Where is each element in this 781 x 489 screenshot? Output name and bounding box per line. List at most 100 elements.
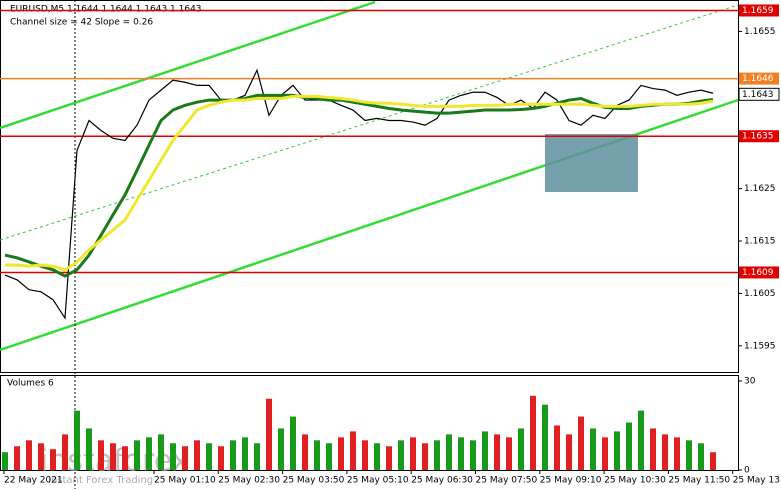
volume-bar (446, 434, 452, 470)
volume-bar (710, 452, 716, 470)
volume-bar (146, 437, 152, 470)
x-tick-label: 25 May 01:10 (154, 476, 216, 486)
volume-bar (2, 452, 8, 470)
volume-bar (554, 425, 560, 470)
volume-bar (350, 431, 356, 470)
volume-bar (206, 443, 212, 470)
volume-bar (638, 410, 644, 470)
volume-bar (374, 443, 380, 470)
level-box (739, 72, 779, 85)
chart-title: EURUSD,M5 1.1644 1.1644 1.1643 1.1643 (10, 5, 202, 15)
volume-bar (494, 434, 500, 470)
volume-bar (170, 443, 176, 470)
volume-bar (530, 395, 536, 470)
level-label: 1.1609 (742, 268, 774, 278)
x-tick-label: 25 May 10:30 (604, 476, 666, 486)
volume-bar (650, 428, 656, 470)
volume-bar (386, 446, 392, 470)
volume-bar (398, 440, 404, 470)
volume-bar (566, 434, 572, 470)
level-label: 1.1646 (742, 74, 774, 84)
moving-average (4, 93, 714, 278)
y-tick-label: 1.1655 (744, 27, 776, 37)
x-tick-label: 25 May 07:50 (476, 476, 538, 486)
y-tick-label: 1.1605 (744, 289, 776, 299)
volume-bar (686, 440, 692, 470)
subtitle: Channel size = 42 Slope = 0.26 (10, 18, 153, 28)
price-line (4, 68, 714, 320)
x-tick-label: 25 May 06:30 (411, 476, 473, 486)
highlight-zone (545, 134, 638, 192)
volume-bar (290, 416, 296, 470)
volume-bar (506, 437, 512, 470)
y-tick-label: 1.1625 (744, 184, 776, 194)
volume-bar (422, 443, 428, 470)
volume-bar (182, 446, 188, 470)
volume-bar (26, 440, 32, 470)
level-box (739, 4, 779, 17)
volume-bar (98, 440, 104, 470)
volume-bar (242, 437, 248, 470)
volume-bar (86, 428, 92, 470)
volume-bar (158, 434, 164, 470)
volume-bar (74, 410, 80, 470)
volume-bar (602, 437, 608, 470)
volume-bar (410, 437, 416, 470)
level-label: 1.1659 (742, 6, 774, 16)
volume-bar (326, 443, 332, 470)
y-tick-label: 30 (744, 376, 756, 386)
channel-upper (0, 0, 376, 130)
volume-bar (38, 443, 44, 470)
volume-bar (482, 431, 488, 470)
volume-bar (614, 431, 620, 470)
volume-bar (278, 428, 284, 470)
volume-bar (314, 440, 320, 470)
x-tick-label: 22 May 2021 (4, 476, 63, 486)
volume-bar (302, 434, 308, 470)
volume-bar (518, 428, 524, 470)
x-tick-label: 25 May 05:10 (347, 476, 409, 486)
volume-bar (110, 443, 116, 470)
volume-bar (590, 428, 596, 470)
x-tick-label: 25 May 03:50 (283, 476, 345, 486)
y-tick-label: 1.1595 (744, 341, 776, 351)
volume-bar (542, 404, 548, 470)
level-label: 1.1635 (742, 132, 774, 142)
volume-bar (134, 440, 140, 470)
volume-bar (434, 440, 440, 470)
volume-bar (578, 416, 584, 470)
volume-frame (0, 375, 739, 471)
volume-bar (470, 440, 476, 470)
current-box (738, 87, 780, 101)
volume-bar (362, 440, 368, 470)
volume-title: Volumes 6 (7, 379, 54, 389)
x-tick-label: 25 May 11:50 (668, 476, 730, 486)
level-box (739, 266, 779, 279)
volume-bar (626, 422, 632, 470)
x-tick-label: 25 May 13:10 (733, 476, 781, 486)
volume-bar (458, 437, 464, 470)
current-label: 1.1643 (742, 90, 774, 100)
volume-bar (254, 443, 260, 470)
y-tick-label: 1.1615 (744, 237, 776, 247)
volume-bar (194, 440, 200, 470)
y-tick-label: 0 (744, 466, 750, 476)
volume-bar (266, 398, 272, 470)
volume-bar (698, 443, 704, 470)
volume-bar (674, 437, 680, 470)
moving-average (5, 94, 714, 272)
volume-bar (218, 446, 224, 470)
x-tick-label: 25 May 02:30 (218, 476, 280, 486)
price-frame (0, 0, 739, 373)
volume-bar (62, 434, 68, 470)
volume-bar (14, 446, 20, 470)
volume-bar (230, 440, 236, 470)
level-box (739, 130, 779, 143)
x-tick-label: 25 May 09:10 (540, 476, 602, 486)
watermark-sub: Instant Forex Trading (48, 475, 153, 486)
volume-bar (122, 446, 128, 470)
volume-bar (662, 434, 668, 470)
volume-bar (338, 437, 344, 470)
